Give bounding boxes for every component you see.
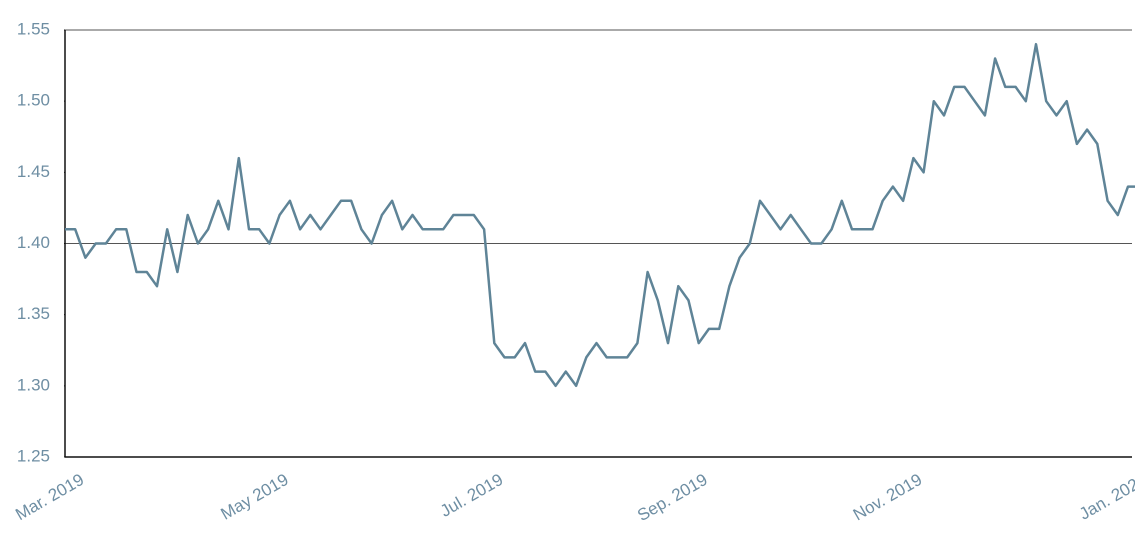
line-series <box>65 42 1135 388</box>
y-tick-label: 1.30 <box>17 375 50 394</box>
y-tick-label: 1.35 <box>17 304 50 323</box>
x-tick-label: Jan. 2020 <box>1076 470 1135 524</box>
x-tick-label: Sep. 2019 <box>634 470 711 525</box>
x-tick-label: Jul. 2019 <box>437 470 506 521</box>
y-tick-label: 1.40 <box>17 233 50 252</box>
y-tick-label: 1.50 <box>17 91 50 110</box>
y-tick-label: 1.55 <box>17 19 50 38</box>
y-tick-label: 1.45 <box>17 162 50 181</box>
y-tick-label: 1.25 <box>17 446 50 465</box>
x-tick-label: Mar. 2019 <box>12 470 87 524</box>
x-tick-label: May 2019 <box>217 470 291 524</box>
x-tick-label: Nov. 2019 <box>850 470 926 525</box>
